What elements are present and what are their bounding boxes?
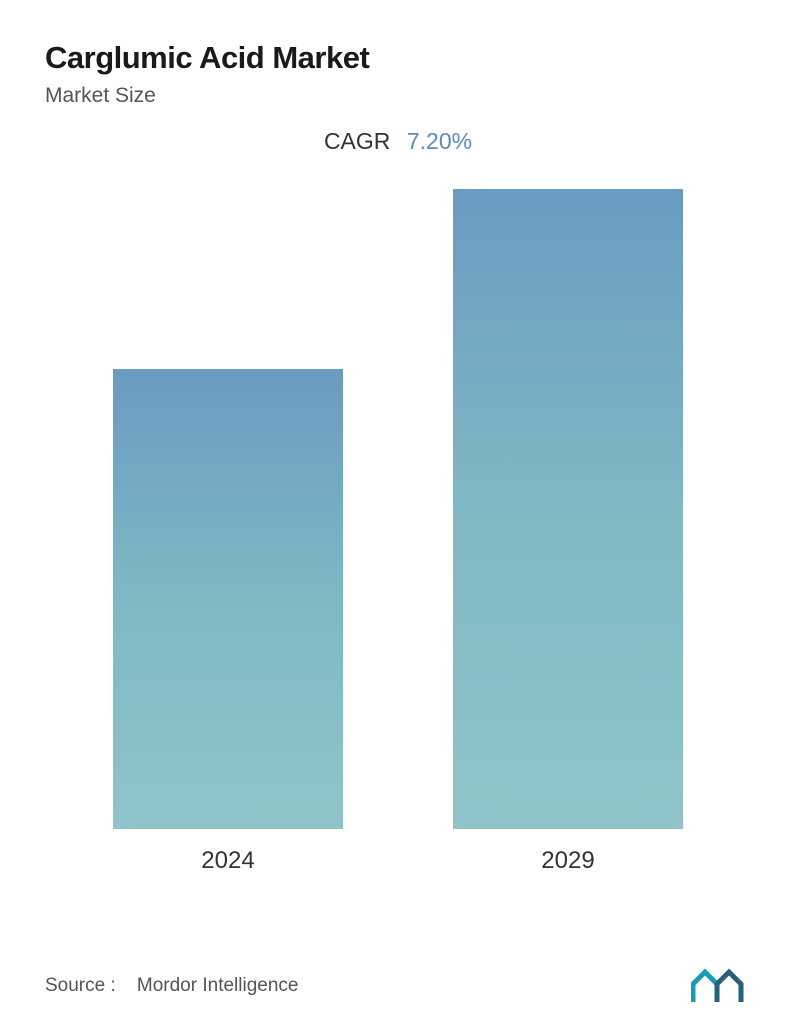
cagr-value: 7.20%: [407, 128, 472, 154]
bar-group-1: 2029: [453, 189, 683, 875]
logo-icon: [691, 968, 751, 1004]
chart-area: 2024 2029: [45, 215, 751, 875]
bar-1: [453, 189, 683, 829]
source-text: Source : Mordor Intelligence: [45, 975, 298, 997]
source-label: Source :: [45, 975, 116, 996]
chart-subtitle: Market Size: [45, 84, 751, 108]
bar-label-0: 2024: [201, 847, 254, 875]
source-name: Mordor Intelligence: [137, 975, 299, 996]
cagr-row: CAGR 7.20%: [45, 128, 751, 155]
bar-group-0: 2024: [113, 369, 343, 875]
cagr-label: CAGR: [324, 128, 390, 154]
footer: Source : Mordor Intelligence: [45, 968, 751, 1004]
bar-0: [113, 369, 343, 829]
chart-title: Carglumic Acid Market: [45, 40, 751, 76]
bar-label-1: 2029: [541, 847, 594, 875]
